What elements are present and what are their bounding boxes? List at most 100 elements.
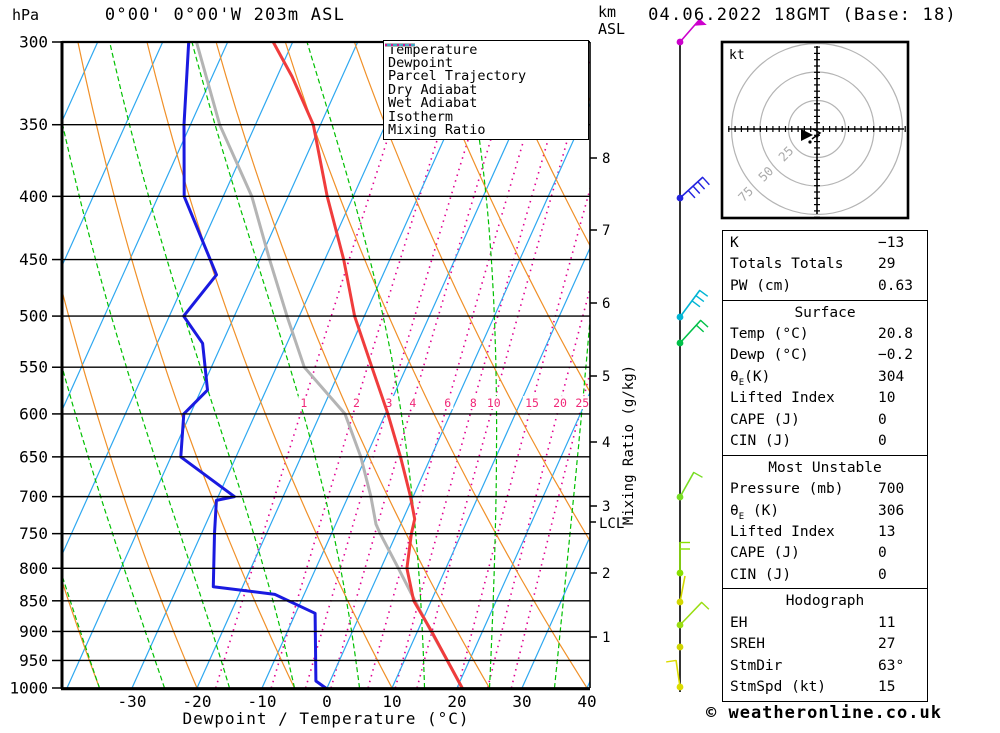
stats-table-row: Temp (°C) 20.8 bbox=[730, 324, 927, 345]
wind-barb bbox=[676, 289, 709, 321]
stats-value: 15 bbox=[878, 679, 896, 696]
wind-barb-tick bbox=[699, 289, 709, 297]
stats-label: StmDir bbox=[730, 657, 783, 674]
legend-item-label: Parcel Trajectory bbox=[388, 68, 527, 85]
mixing-ratio-label-bg bbox=[573, 396, 590, 410]
pressure-tick-label: 900 bbox=[19, 622, 48, 641]
stats-value: 27 bbox=[878, 636, 896, 653]
km-tick-label: 8 bbox=[602, 151, 610, 167]
temp-tick-label: -10 bbox=[248, 692, 277, 711]
legend: Temperature Dewpoint Parcel Trajectory Dry … bbox=[383, 40, 589, 140]
stats-value: 0 bbox=[878, 566, 887, 583]
dry-adiabat-line bbox=[62, 580, 101, 689]
wind-barb-tick bbox=[695, 324, 705, 333]
pressure-tick-label: 950 bbox=[19, 651, 48, 670]
pressure-tick-label: 450 bbox=[19, 250, 48, 269]
wind-barb-pennant bbox=[694, 19, 707, 26]
temp-tick-label: -30 bbox=[118, 692, 147, 711]
wet-adiabat-line bbox=[462, 41, 498, 689]
date-title: 04.06.2022 18GMT (Base: 18) bbox=[648, 5, 957, 25]
wet-adiabat-line bbox=[306, 41, 426, 689]
mixing-ratio-label: 20 bbox=[553, 396, 567, 410]
pressure-tick-label: 600 bbox=[19, 404, 48, 423]
stats-table-row: K −13 bbox=[730, 233, 927, 254]
stats-tables: K −13 Totals Totals 29 PW (cm) 0.63 Surface Tem… bbox=[722, 230, 928, 703]
stats-value: 700 bbox=[878, 481, 905, 498]
km-tick-label: 1 bbox=[602, 630, 610, 646]
wind-barb bbox=[676, 18, 707, 46]
wind-barb-tick bbox=[695, 295, 705, 303]
storm-motion-arrow bbox=[801, 129, 813, 141]
dry-adiabat-line bbox=[492, 41, 590, 247]
stats-table-row: θE (K) 306 bbox=[730, 501, 927, 522]
isotherm-line bbox=[391, 246, 590, 689]
mixing-ratio-label-bg bbox=[298, 396, 310, 410]
isotherm-line bbox=[326, 102, 590, 689]
isotherm-line bbox=[62, 41, 294, 556]
legend-line-sample bbox=[385, 44, 415, 46]
stats-table-row: Lifted Index 10 bbox=[730, 388, 927, 409]
isotherm-line bbox=[521, 535, 590, 689]
mixing-ratio-label-bg bbox=[550, 396, 570, 410]
stats-value: 29 bbox=[878, 256, 896, 273]
stats-table-row: CIN (J) 0 bbox=[730, 431, 927, 452]
pressure-tick-label: 750 bbox=[19, 524, 48, 543]
stats-label: StmSpd (kt) bbox=[730, 679, 827, 696]
mixing-ratio-label: 2 bbox=[353, 396, 360, 410]
wind-barb-shaft bbox=[675, 659, 681, 688]
wind-barb-tick bbox=[700, 319, 709, 328]
pressure-tick-label: 700 bbox=[19, 487, 48, 506]
stats-table-row: θE(K) 304 bbox=[730, 367, 927, 388]
stats-table-row: Lifted Index 13 bbox=[730, 522, 927, 543]
temp-tick-label: 0 bbox=[322, 692, 332, 711]
stats-table: Most Unstable Pressure (mb) 700 θE (K) 306 Li… bbox=[722, 454, 928, 591]
mixing-ratio-line bbox=[416, 57, 590, 689]
stats-label: PW (cm) bbox=[730, 277, 792, 294]
altitude-unit-km: km bbox=[598, 3, 617, 21]
stats-value: 0 bbox=[878, 545, 887, 562]
wet-adiabat-line bbox=[553, 313, 590, 689]
copyright: © weatheronline.co.uk bbox=[706, 703, 942, 723]
stats-table: Hodograph EH 11 SREH 27 StmDir 63° StmSpd (kt) 1… bbox=[722, 588, 928, 703]
stats-table-title: Most Unstable bbox=[768, 459, 882, 476]
hodograph-trace bbox=[811, 128, 822, 140]
altitude-axis-unit-label: km ASL bbox=[598, 4, 625, 38]
wind-barb bbox=[666, 659, 684, 691]
mixing-ratio-label: 4 bbox=[409, 396, 416, 410]
stats-label: Temp (°C) bbox=[730, 325, 809, 342]
mixing-ratio-label-bg bbox=[442, 396, 454, 410]
lcl-label: LCL bbox=[599, 516, 624, 532]
wind-barb-tick bbox=[697, 181, 706, 190]
mixing-ratio-line bbox=[214, 41, 420, 689]
mixing-ratio-label: 3 bbox=[385, 396, 392, 410]
stats-value: 304 bbox=[878, 368, 905, 385]
stats-table-row: StmSpd (kt) 15 bbox=[730, 677, 927, 698]
km-tick-label: 5 bbox=[602, 369, 610, 385]
temp-tick-label: -20 bbox=[183, 692, 212, 711]
wet-adiabat-line bbox=[62, 366, 166, 689]
wind-barb-shaft bbox=[679, 319, 702, 344]
isotherm-line bbox=[62, 41, 99, 122]
stats-label: EH bbox=[730, 614, 748, 631]
stats-label: Totals Totals bbox=[730, 256, 844, 273]
stats-label: SREH bbox=[730, 636, 765, 653]
stats-label: θE(K) bbox=[730, 368, 771, 388]
wind-barb bbox=[676, 541, 690, 577]
stats-label: CAPE (J) bbox=[730, 411, 800, 428]
isotherm-line bbox=[456, 390, 590, 689]
stats-table-row: Dewp (°C) −0.2 bbox=[730, 345, 927, 366]
pressure-tick-label: 500 bbox=[19, 307, 48, 326]
stats-label: Lifted Index bbox=[730, 523, 835, 540]
stats-value: 11 bbox=[878, 614, 896, 631]
pressure-tick-label: 1000 bbox=[9, 679, 48, 698]
wind-barb-shaft bbox=[679, 601, 703, 626]
isotherm-line bbox=[66, 41, 359, 689]
wind-barb-shaft bbox=[679, 289, 701, 318]
wind-barb bbox=[676, 319, 709, 347]
pressure-tick-label: 350 bbox=[19, 115, 48, 134]
wind-barb bbox=[676, 176, 710, 202]
wet-adiabat-line bbox=[62, 574, 101, 689]
stats-value: 0 bbox=[878, 432, 887, 449]
stats-table: Surface Temp (°C) 20.8 Dewp (°C) −0.2 θE(K) 30… bbox=[722, 299, 928, 457]
stats-label: Dewp (°C) bbox=[730, 347, 809, 364]
